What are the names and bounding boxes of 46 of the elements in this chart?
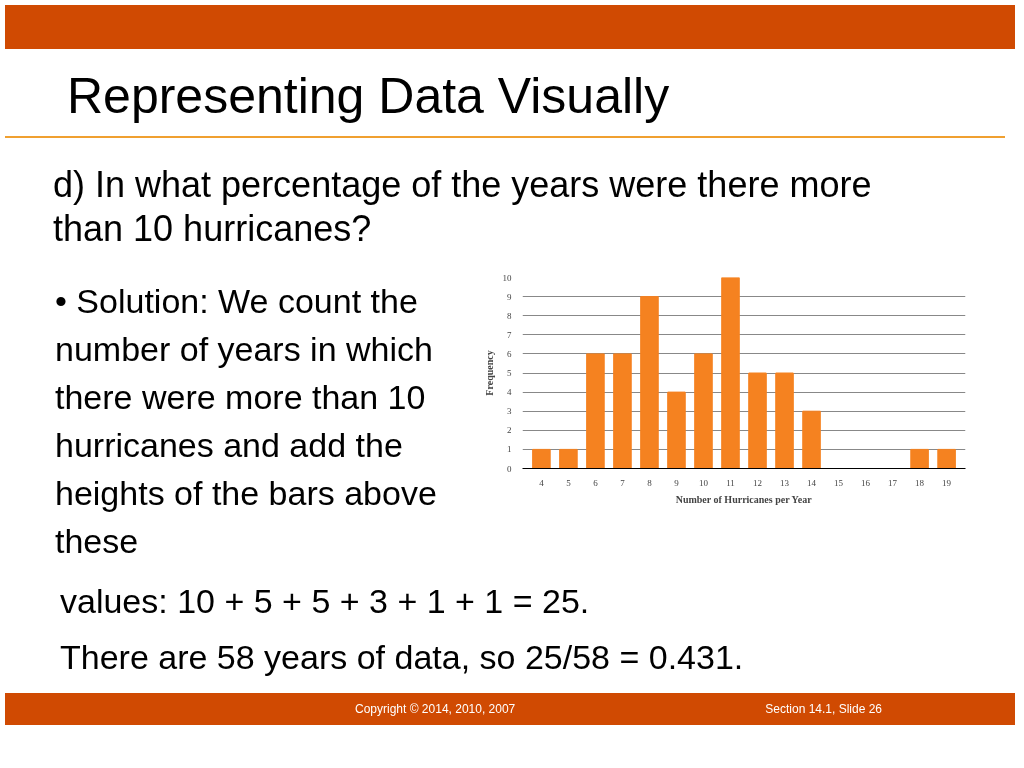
bar <box>748 372 767 469</box>
bar <box>667 391 686 469</box>
y-tick-label: 10 <box>502 272 512 283</box>
y-tick-label: 4 <box>507 387 512 398</box>
x-tick-label: 8 <box>647 477 653 488</box>
x-tick-label: 18 <box>915 477 925 488</box>
bar <box>910 448 929 469</box>
x-tick-label: 11 <box>726 477 735 488</box>
y-tick-label: 3 <box>507 406 512 417</box>
y-tick-label: 7 <box>507 329 512 340</box>
x-tick-label: 5 <box>566 477 572 488</box>
y-tick-label: 5 <box>507 368 512 378</box>
text: d) In what percentage of the years were there more than 10 hurricanes? <box>52 163 873 251</box>
y-tick-label: 2 <box>507 425 512 436</box>
bar <box>640 296 659 469</box>
text: values: 10 + 5 + 5 + 3 + 1 + 1 = 25. <box>59 581 590 622</box>
bar <box>775 372 794 469</box>
x-tick-label: 12 <box>753 477 763 488</box>
x-tick-label: 19 <box>942 477 952 488</box>
x-tick-label: 9 <box>674 477 680 488</box>
y-tick-label: 1 <box>507 444 512 455</box>
x-tick-label: 7 <box>620 477 626 488</box>
x-tick-label: 14 <box>807 477 817 488</box>
y-axis-title: Frequency <box>483 350 495 396</box>
y-tick-label: 8 <box>507 310 512 321</box>
y-tick-label: 9 <box>507 291 512 302</box>
chart-title: Representing Data Visually <box>5 61 1005 139</box>
bar <box>721 277 740 469</box>
bar <box>937 448 956 469</box>
x-tick-label: 4 <box>539 477 545 488</box>
bar <box>586 353 605 469</box>
x-tick-label: 16 <box>861 477 871 488</box>
bar <box>613 353 632 469</box>
text: There are 58 years of data, so 25/58 = 0.431. <box>59 637 744 678</box>
y-tick-label: 0 <box>507 463 512 474</box>
x-axis-title: Number of Hurricanes per Year <box>675 493 813 505</box>
y-tick-label: 6 <box>507 348 512 359</box>
x-tick-label: 13 <box>780 477 790 488</box>
bar <box>694 353 713 469</box>
bar <box>802 410 821 469</box>
x-tick-label: 6 <box>593 477 599 488</box>
x-tick-label: 10 <box>698 477 709 488</box>
x-tick-label: 17 <box>888 477 898 488</box>
bar <box>559 448 578 469</box>
bar <box>532 448 551 469</box>
x-tick-label: 15 <box>834 477 844 488</box>
